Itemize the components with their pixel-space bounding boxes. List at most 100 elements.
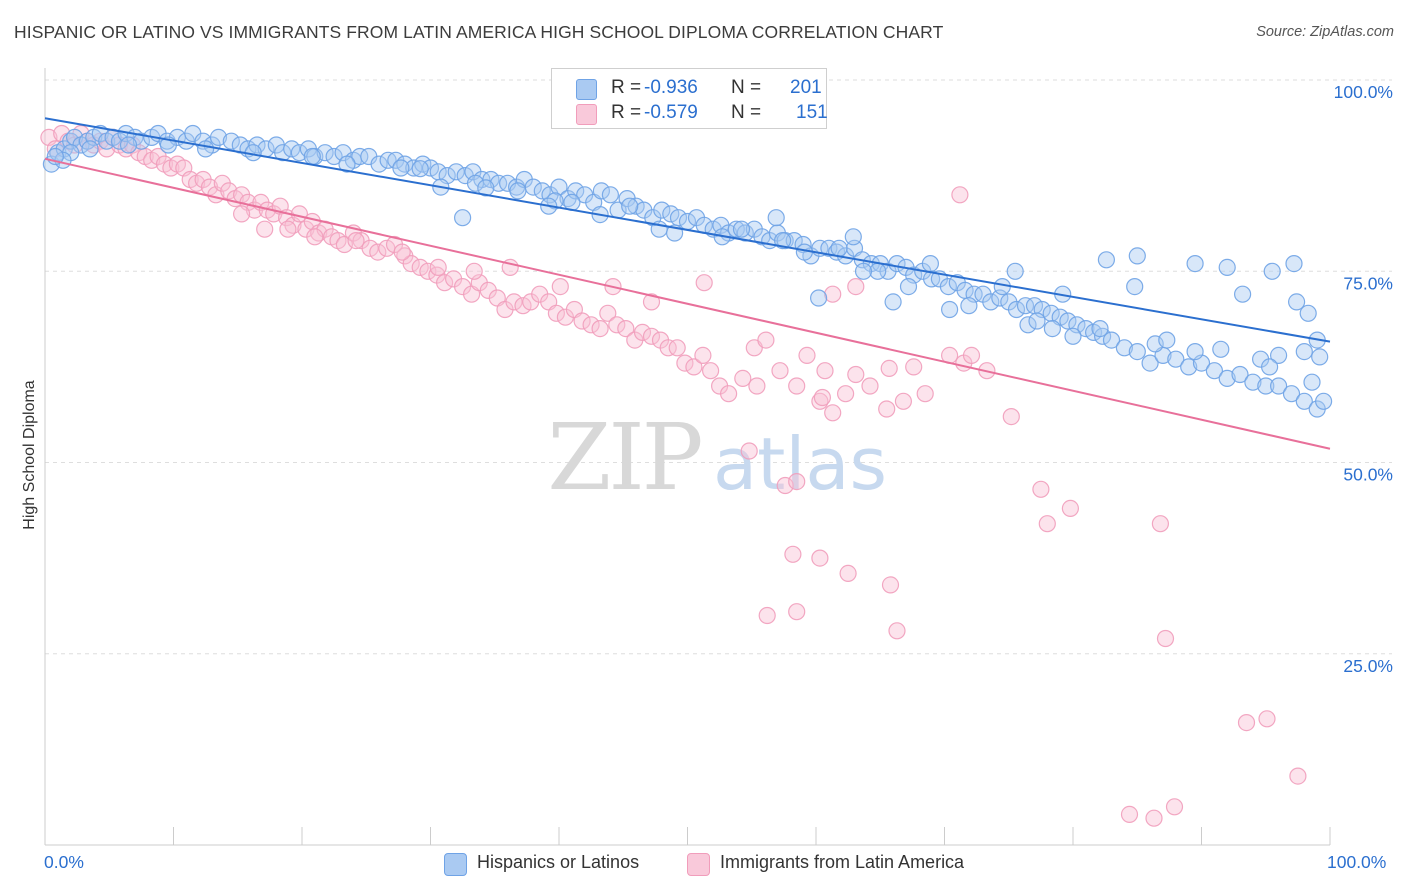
immigrants-point (839, 564, 857, 583)
immigrants-point (429, 258, 447, 276)
immigrants-point (668, 339, 686, 357)
hispanics-point (1028, 312, 1046, 330)
hispanics-point (809, 289, 828, 307)
hispanics-point (1186, 343, 1204, 361)
hispanics-point (1257, 377, 1275, 395)
trend-line-hispanics (44, 117, 1331, 343)
hispanics-point (1285, 255, 1303, 273)
stats-swatch-hispanics (576, 79, 597, 100)
hispanics-point (325, 147, 343, 166)
immigrants-point (1156, 629, 1175, 648)
immigrants-point (881, 576, 900, 594)
hispanics-point (338, 155, 356, 173)
hispanics-point (303, 147, 321, 166)
immigrants-point (1289, 767, 1307, 785)
hispanics-point (621, 197, 639, 215)
stats-n-value-immigrants: 151 (796, 102, 828, 123)
immigrants-point (617, 320, 635, 338)
immigrants-point (1032, 480, 1050, 498)
hispanics-point (1311, 348, 1329, 366)
hispanics-point (1231, 365, 1249, 384)
hispanics-point (1019, 316, 1037, 334)
hispanics-point (1263, 262, 1281, 280)
hispanics-point (884, 293, 902, 311)
immigrants-point (719, 385, 738, 403)
stats-swatch-immigrants (576, 104, 597, 125)
hispanics-point (982, 293, 1000, 311)
hispanics-point (1064, 327, 1082, 345)
hispanics-point (1205, 362, 1224, 380)
hispanics-point (1303, 373, 1321, 391)
hispanics-point (1059, 312, 1077, 330)
hispanics-point (1287, 293, 1306, 311)
stats-r-value-hispanics: -0.936 (644, 77, 698, 98)
hispanics-point (1115, 339, 1134, 357)
hispanics-point (1128, 343, 1146, 361)
immigrants-point (505, 293, 523, 311)
watermark-atlas: atlas (713, 422, 887, 506)
hispanics-point (1043, 320, 1062, 338)
immigrants-point (642, 293, 661, 311)
hispanics-point (653, 201, 671, 219)
stats-box: R = -0.936 N = 201 R = -0.579 N = 151 (551, 68, 828, 129)
immigrants-point (1002, 408, 1020, 426)
legend-label-immigrants: Immigrants from Latin America (720, 852, 965, 872)
immigrants-point (784, 545, 802, 563)
immigrants-point (599, 304, 617, 322)
hispanics-point (627, 197, 645, 215)
immigrants-point (894, 392, 913, 410)
hispanics-point (1141, 354, 1159, 372)
immigrants-point (1258, 710, 1276, 728)
source-label: Source: ZipAtlas.com (1256, 24, 1394, 40)
immigrants-point (758, 606, 776, 625)
hispanics-point (1016, 297, 1035, 315)
immigrants-point (676, 354, 694, 372)
y-tick-label: 75.0% (1343, 273, 1393, 293)
immigrants-point (861, 377, 879, 395)
immigrants-point (788, 473, 806, 491)
hispanics-point (370, 155, 388, 173)
hispanics-point (1233, 285, 1252, 303)
y-axis-label: High School Diploma (21, 380, 38, 530)
immigrants-point (824, 285, 842, 303)
immigrants-point (740, 442, 758, 460)
y-tick-label: 50.0% (1343, 465, 1393, 485)
immigrants-point (233, 205, 251, 223)
immigrants-point (916, 385, 934, 403)
hispanics-point (1007, 300, 1026, 319)
immigrants-point (880, 359, 898, 377)
stats-n-label: N = (731, 102, 762, 123)
immigrants-point (847, 365, 865, 384)
immigrants-point (347, 232, 365, 250)
y-tick-labels: 100.0% 75.0% 50.0% 25.0% (1334, 82, 1393, 676)
hispanics-point (466, 174, 485, 192)
hispanics-point (1269, 377, 1288, 395)
stats-r-label: R = (611, 102, 642, 123)
hispanics-point (727, 220, 745, 238)
hispanics-point (1269, 346, 1288, 364)
immigrants-point (465, 262, 483, 280)
immigrants-point (547, 304, 566, 322)
hispanics-point (960, 297, 978, 315)
hispanics-point (197, 140, 215, 158)
watermark: ZIP atlas (547, 404, 887, 511)
hispanics-point (869, 262, 887, 280)
immigrants-point (888, 622, 906, 640)
immigrants-point (1165, 798, 1184, 816)
immigrants-point (788, 377, 806, 395)
hispanics-point (477, 179, 495, 197)
hispanics-point (392, 159, 410, 177)
hispanics-point (1097, 251, 1116, 269)
immigrants-point (633, 323, 652, 341)
immigrants-point (551, 278, 569, 296)
hispanics-point (132, 132, 150, 150)
immigrants-point (757, 331, 775, 349)
y-tick-label: 25.0% (1343, 656, 1393, 676)
hispanics-point (1212, 340, 1230, 358)
hispanics-point (844, 228, 862, 246)
hispanics-point (1314, 392, 1333, 410)
immigrants-point (608, 316, 626, 334)
immigrants-point (402, 255, 420, 273)
immigrants-point (279, 220, 297, 238)
